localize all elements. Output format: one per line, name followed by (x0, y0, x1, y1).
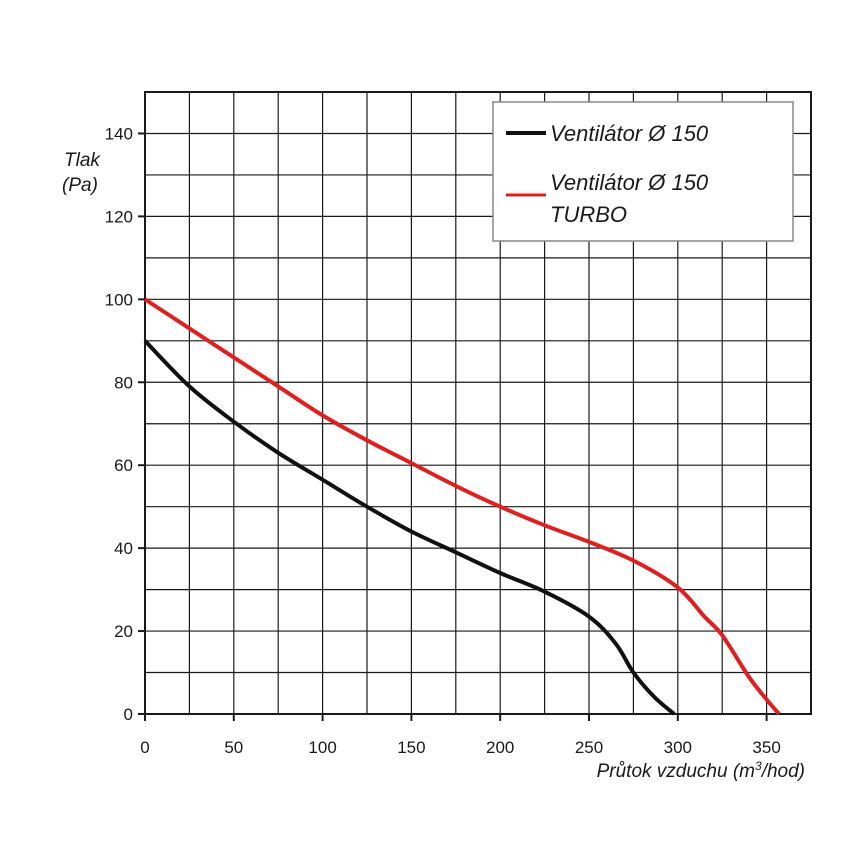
y-tick-label: 40 (114, 539, 133, 558)
x-axis-label-prefix: Průtok vzduchu (m (597, 761, 755, 782)
x-axis-label-suffix: /hod) (760, 761, 805, 782)
y-tick-label: 120 (105, 207, 133, 226)
y-axis-unit: (Pa) (62, 175, 98, 196)
x-axis-label: Průtok vzduchu (m3/hod) (597, 759, 805, 782)
plot-frame (144, 91, 812, 715)
y-tick-label: 140 (105, 124, 133, 143)
legend-label-turbo-line1: Ventilátor Ø 150 (550, 170, 709, 195)
x-tick-label: 0 (140, 738, 149, 757)
series-layer (143, 297, 781, 716)
x-tick-label: 350 (752, 738, 780, 757)
y-tick-label: 0 (124, 705, 133, 724)
y-tick-label: 60 (114, 456, 133, 475)
y-axis: 0 20 40 60 80 100 120 140 (105, 124, 145, 724)
legend: Ventilátor Ø 150 Ventilátor Ø 150 TURBO (492, 101, 794, 242)
y-tick-label: 80 (114, 373, 133, 392)
series-line-standard (143, 339, 676, 716)
x-tick-label: 50 (224, 738, 243, 757)
legend-label-standard: Ventilátor Ø 150 (550, 121, 709, 146)
x-tick-label: 300 (664, 738, 692, 757)
x-axis-label-superscript: 3 (755, 759, 762, 773)
x-tick-label: 150 (397, 738, 425, 757)
series-line-turbo (143, 297, 781, 716)
legend-label-turbo-line2: TURBO (550, 202, 627, 227)
y-axis-label: Tlak (64, 150, 101, 171)
x-tick-label: 200 (486, 738, 514, 757)
x-tick-label: 250 (575, 738, 603, 757)
legend-box (492, 101, 794, 242)
x-axis: 0 50 100 150 200 250 300 350 (140, 714, 781, 757)
y-tick-label: 100 (105, 290, 133, 309)
y-tick-label: 20 (114, 622, 133, 641)
x-tick-label: 100 (308, 738, 336, 757)
